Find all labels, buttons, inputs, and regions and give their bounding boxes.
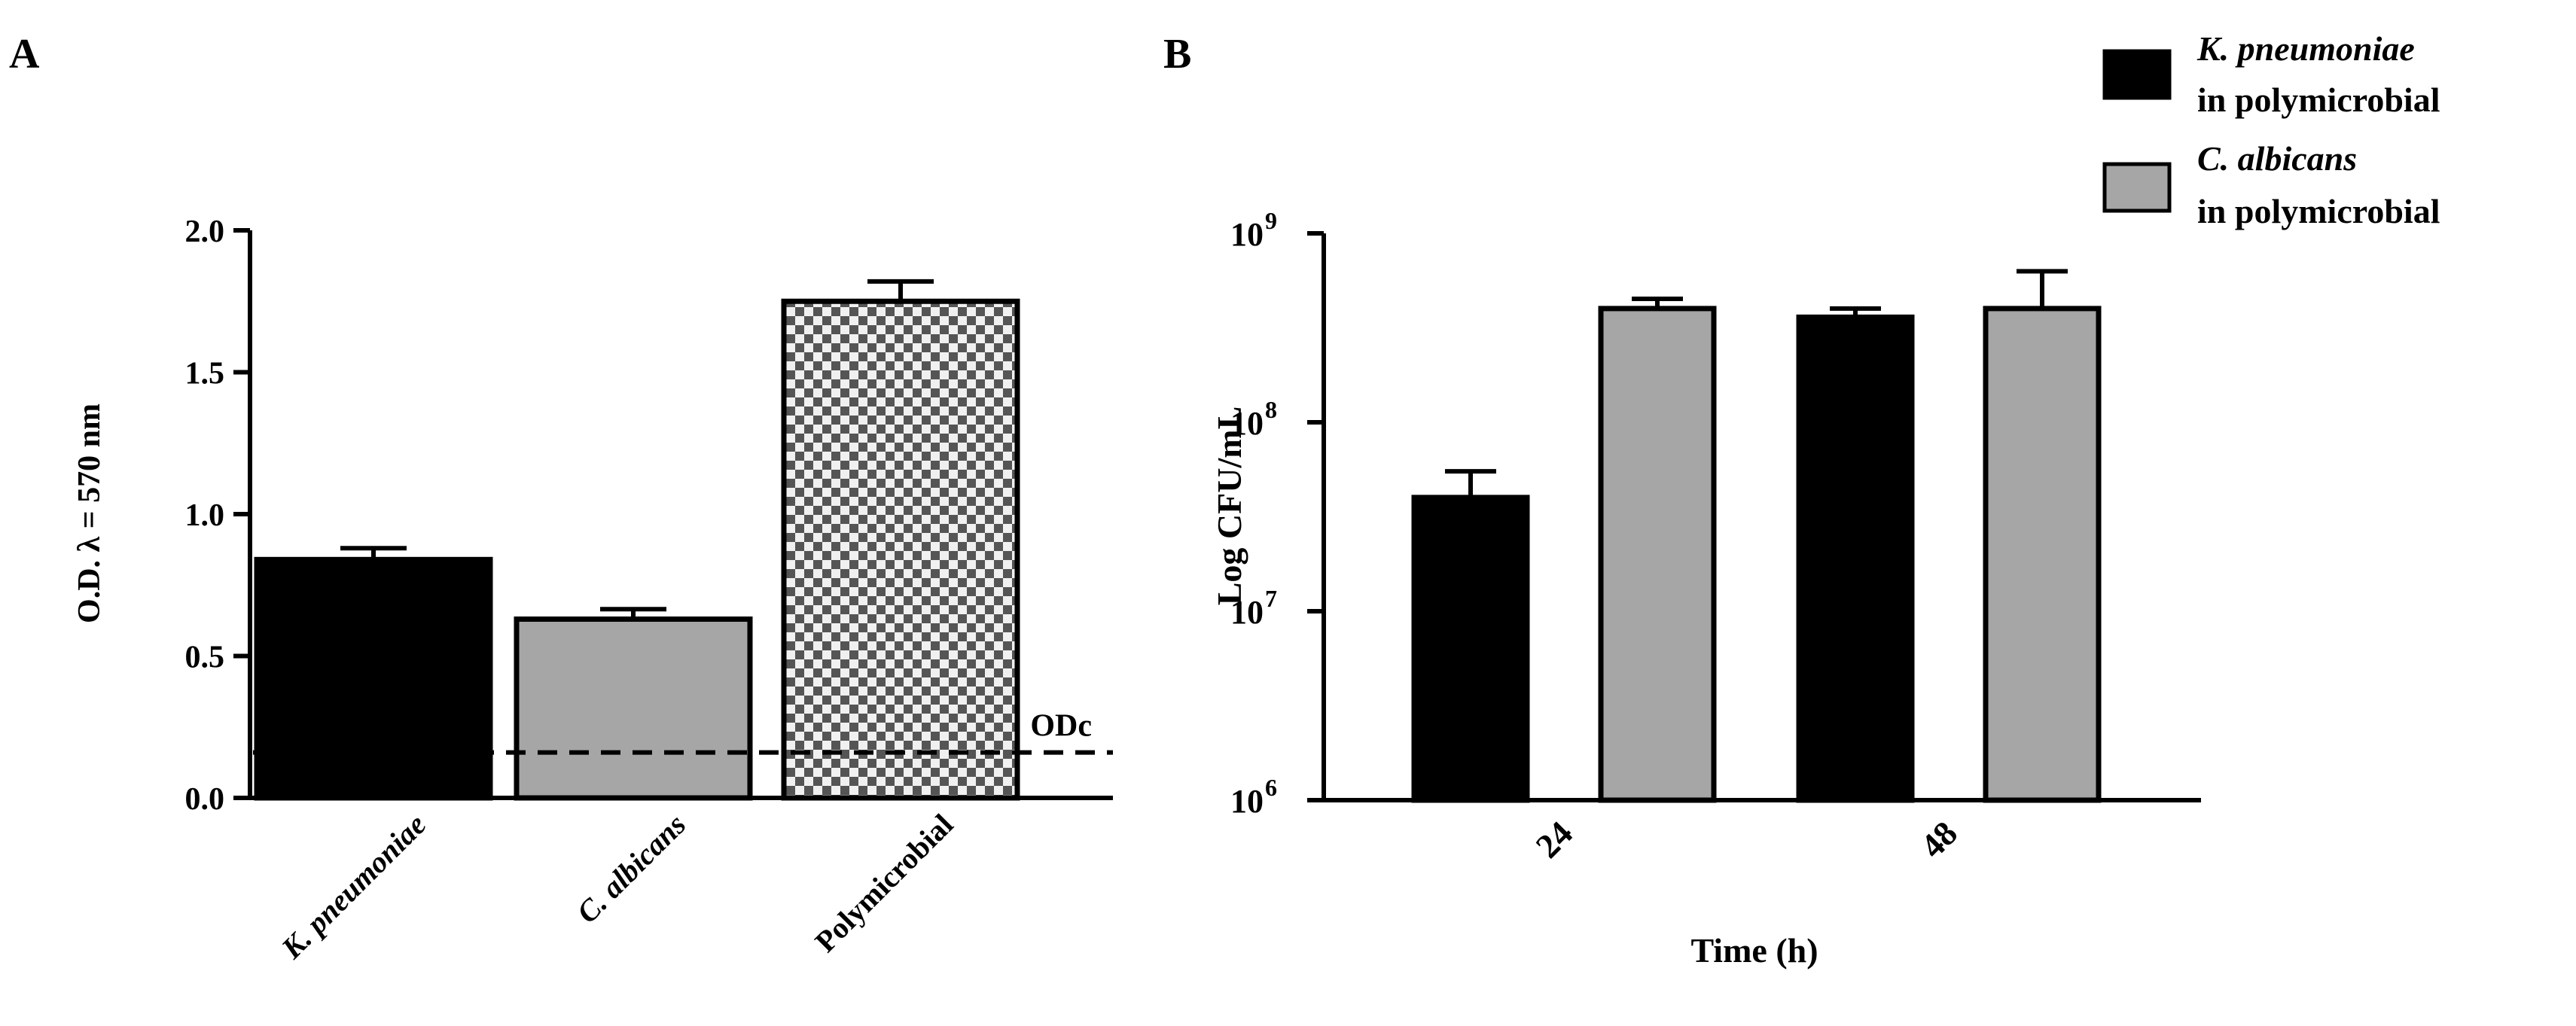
panel-b-y-tick-base: 10: [1230, 783, 1264, 820]
panel-a-y-axis-label: O.D. λ = 570 nm: [72, 403, 107, 623]
panel-b-x-axis-label: Time (h): [1690, 931, 1818, 970]
panel-a-y-tick-label: 1.5: [185, 357, 225, 391]
panel-a-y-tick-label: 0.5: [185, 641, 225, 675]
legend-label-k-pneumoniae-line2: in polymicrobial: [2197, 81, 2440, 119]
bar-k-pneumoniae-in-polymicrobial-24: [1411, 495, 1530, 803]
x-tick-label-24: 24: [1528, 814, 1580, 866]
panel-b-y-tick-base: 10: [1230, 216, 1264, 253]
odc-reference-label: ODc: [1030, 709, 1092, 744]
bar-c-albicans-in-polymicrobial-24: [1598, 306, 1717, 803]
legend-label-c-albicans-line1: C. albicans: [2197, 139, 2357, 178]
panel-b-y-tick-exponent: 9: [1265, 207, 1277, 234]
bar-k-pneumoniae: [254, 556, 493, 801]
panel-b-y-tick-exponent: 6: [1265, 774, 1277, 801]
panel-b-y-axis-label: Log CFU/mL: [1210, 406, 1248, 606]
legend-swatch-c-albicans: [2102, 162, 2172, 213]
bar-c-albicans-in-polymicrobial-48: [1983, 306, 2102, 803]
panel-b-y-tick-base: 10: [1230, 594, 1264, 631]
legend-label-c-albicans-line2: in polymicrobial: [2197, 192, 2440, 230]
panel-b-y-tick-exponent: 7: [1265, 585, 1277, 612]
x-tick-label-c-albicans: C. albicans: [570, 808, 692, 930]
legend-label-k-pneumoniae-line1: K. pneumoniae: [2196, 29, 2415, 68]
panel-a-bars: [254, 279, 1020, 801]
panel-b-label: B: [1163, 31, 1191, 78]
panel-b-y-tick-base: 10: [1230, 405, 1264, 442]
legend: K. pneumoniae in polymicrobial C. albica…: [2102, 29, 2440, 230]
legend-swatch-k-pneumoniae: [2102, 49, 2172, 100]
bar-c-albicans: [514, 616, 753, 801]
bar-k-pneumoniae-in-polymicrobial-48: [1796, 314, 1915, 803]
panel-a-y-tick-label: 0.0: [185, 782, 225, 817]
panel-a-label: A: [9, 31, 40, 78]
panel-a-y-tick-label: 2.0: [185, 215, 225, 249]
x-tick-label-polymicrobial: Polymicrobial: [808, 808, 959, 959]
panel-a-x-tick-labels: K. pneumoniae C. albicans Polymicrobial: [274, 808, 959, 966]
panel-a-y-tick-label: 1.0: [185, 498, 225, 533]
panel-b-y-tick-exponent: 8: [1265, 396, 1277, 423]
panel-b-x-tick-labels: 24 48: [1528, 814, 1965, 866]
bar-polymicrobial: [781, 298, 1020, 801]
x-tick-label-48: 48: [1913, 814, 1965, 866]
panel-a-y-ticks: 0.0 0.5 1.0 1.5 2.0: [185, 215, 250, 817]
panel-b-bars: [1411, 269, 2102, 803]
x-tick-label-k-pneumoniae: K. pneumoniae: [274, 808, 432, 966]
